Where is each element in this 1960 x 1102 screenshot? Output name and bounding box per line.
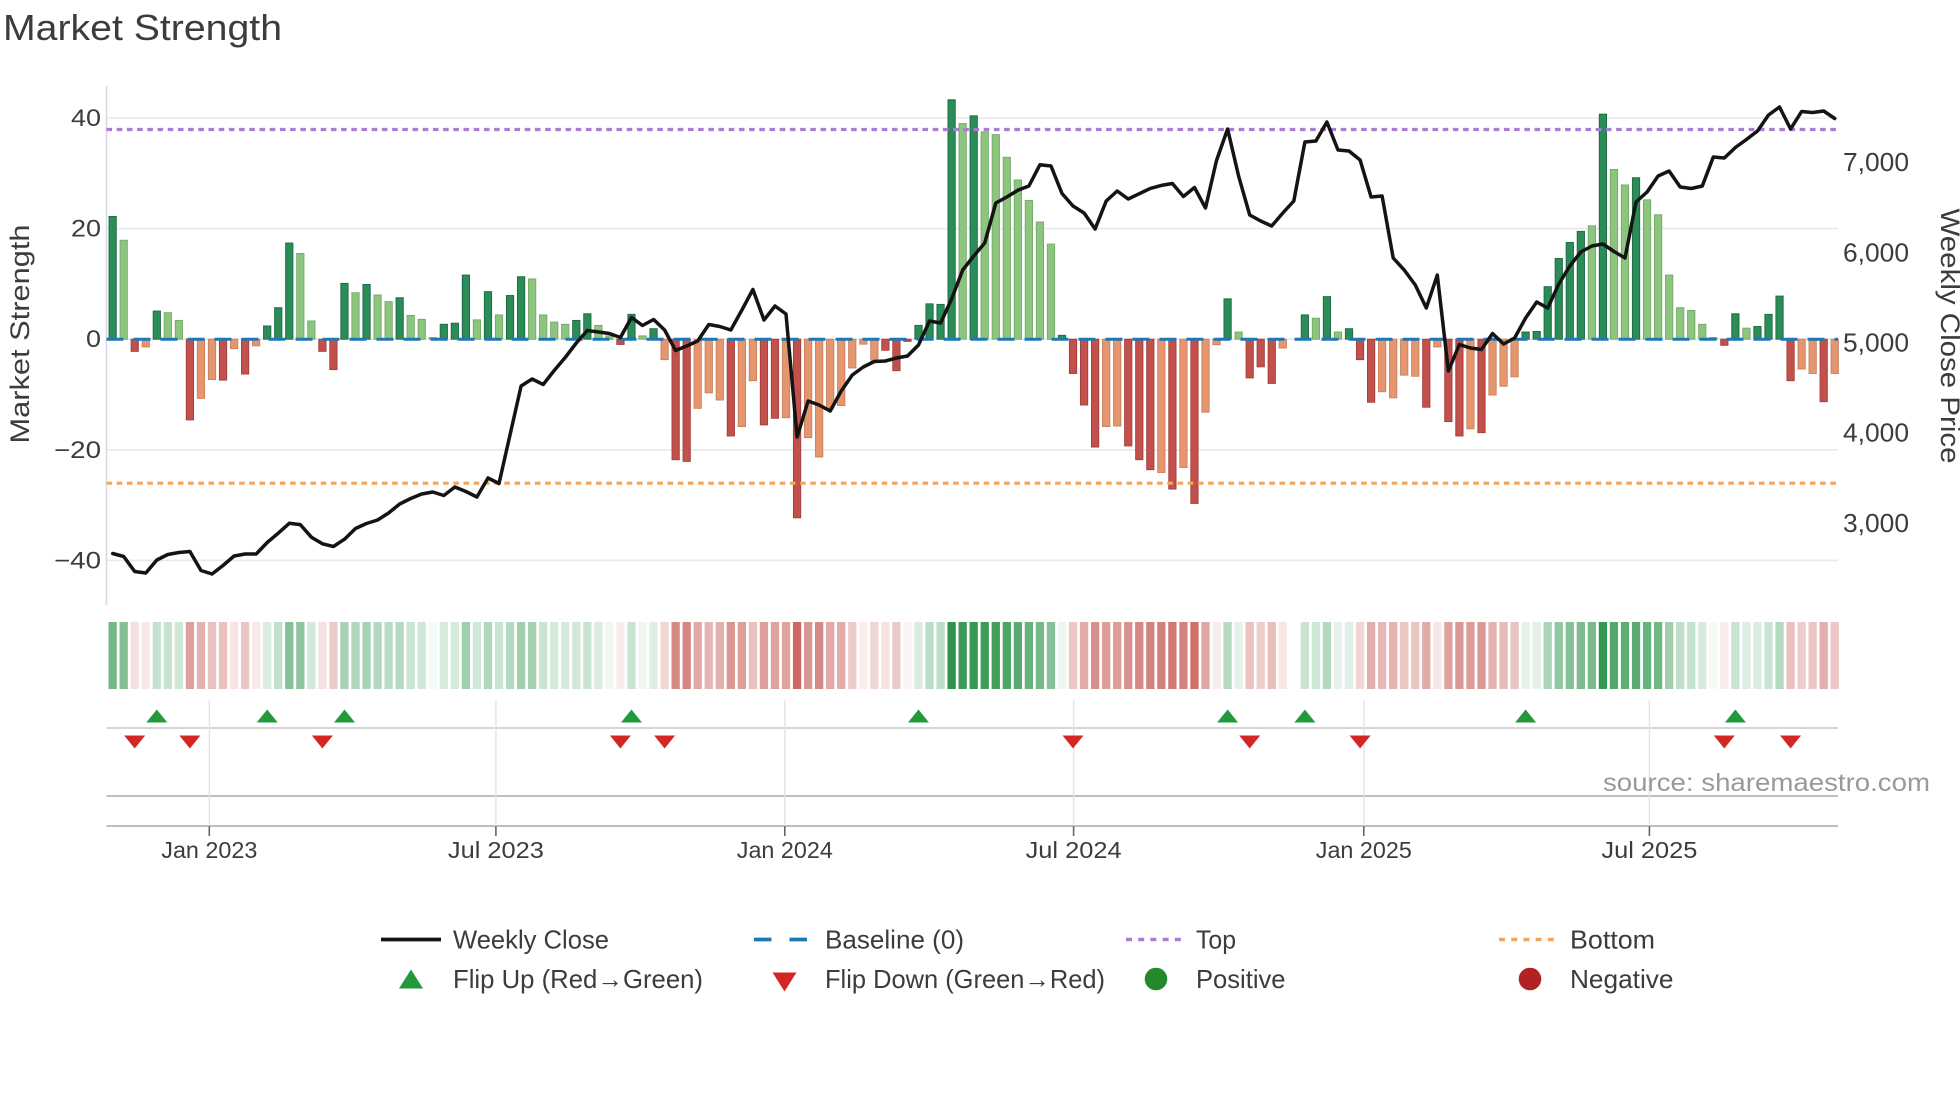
svg-text:Positive: Positive: [1196, 964, 1286, 994]
svg-text:Market Strength: Market Strength: [3, 7, 282, 48]
svg-text:Negative: Negative: [1570, 964, 1674, 994]
svg-text:20: 20: [71, 216, 101, 243]
svg-text:4,000: 4,000: [1843, 418, 1909, 448]
svg-text:−20: −20: [54, 437, 101, 464]
svg-text:Top: Top: [1196, 925, 1236, 955]
svg-text:Jul 2025: Jul 2025: [1601, 837, 1697, 863]
svg-text:Jan 2023: Jan 2023: [161, 837, 257, 863]
svg-text:Flip Up (Red→Green): Flip Up (Red→Green): [453, 964, 703, 994]
svg-text:Jul 2024: Jul 2024: [1026, 837, 1122, 863]
svg-text:40: 40: [71, 105, 101, 132]
svg-text:Weekly Close: Weekly Close: [453, 925, 609, 955]
svg-text:Jul 2023: Jul 2023: [448, 837, 544, 863]
svg-text:Market Strength: Market Strength: [5, 225, 35, 444]
svg-text:source: sharemaestro.com: source: sharemaestro.com: [1603, 769, 1930, 797]
svg-text:Baseline (0): Baseline (0): [825, 925, 964, 955]
svg-text:0: 0: [86, 326, 101, 353]
svg-text:6,000: 6,000: [1843, 238, 1909, 268]
svg-text:Flip Down (Green→Red): Flip Down (Green→Red): [825, 964, 1105, 994]
svg-text:Jan 2024: Jan 2024: [737, 837, 833, 863]
svg-text:3,000: 3,000: [1843, 508, 1909, 538]
svg-text:7,000: 7,000: [1843, 147, 1909, 177]
svg-text:5,000: 5,000: [1843, 328, 1909, 358]
svg-text:−40: −40: [54, 547, 101, 574]
svg-text:Weekly Close Price: Weekly Close Price: [1935, 209, 1960, 464]
svg-text:Jan 2025: Jan 2025: [1316, 837, 1412, 863]
svg-text:Bottom: Bottom: [1570, 925, 1655, 955]
